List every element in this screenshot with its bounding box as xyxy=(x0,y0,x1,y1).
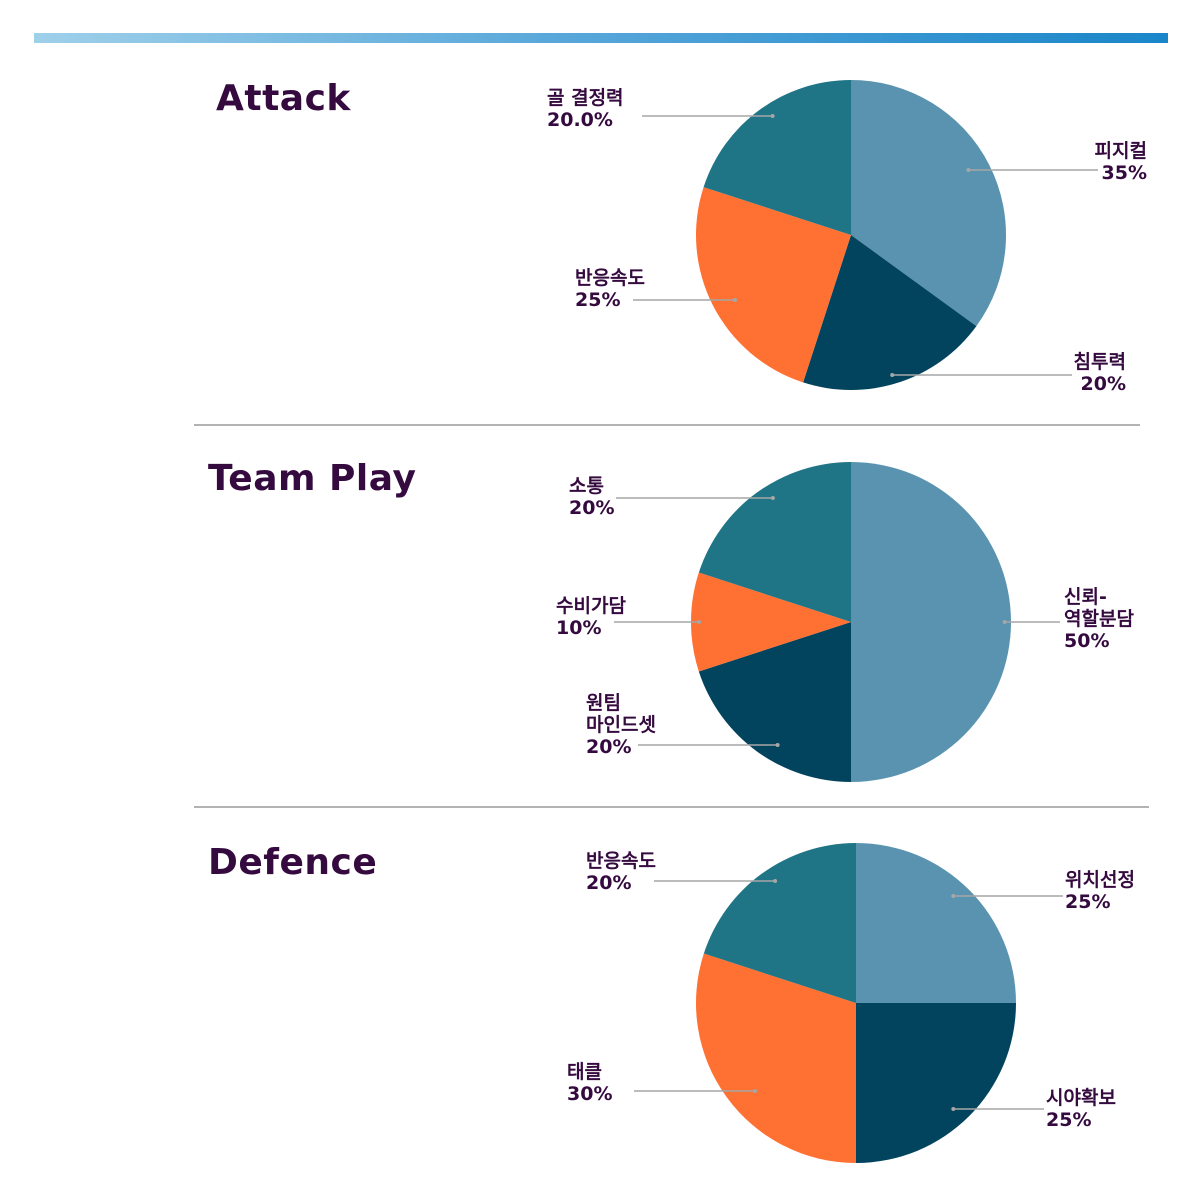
pie-chart-1: 신뢰-역할분담 50% 원팀 마인드셋 20% 수비가담 10% 소통 20% xyxy=(556,462,1134,782)
section-title-attack: Attack xyxy=(216,78,351,119)
leader-dot xyxy=(775,743,780,747)
slice-label: 골 결정력 20.0% xyxy=(547,87,624,131)
slice-label: 피지컬 35% xyxy=(1095,140,1147,184)
slice-label: 신뢰-역할분담 50% xyxy=(1064,586,1134,652)
leader-dot xyxy=(951,894,956,898)
section-title-defence: Defence xyxy=(208,842,378,883)
leader-dot xyxy=(890,373,895,377)
pie-chart-0: 피지컬 35% 침투력 20% 반응속도 25% 골 결정력 20.0% xyxy=(547,80,1147,395)
pie-slice xyxy=(696,187,851,383)
leader-dot xyxy=(966,168,971,172)
slice-label: 태클 30% xyxy=(567,1061,612,1105)
divider-attack-teamplay xyxy=(194,424,1140,426)
pie-slice xyxy=(690,572,851,672)
pie-slice xyxy=(695,953,856,1163)
slice-label: 시야확보 25% xyxy=(1046,1086,1116,1131)
leader-dot xyxy=(1002,620,1007,624)
pie-slice xyxy=(803,235,977,390)
slice-label: 침투력 20% xyxy=(1074,351,1126,395)
pie-chart-2: 위치선정 25% 시야확보 25% 태클 30% 반응속도 20% xyxy=(567,843,1135,1163)
slice-label: 반응속도 25% xyxy=(575,267,645,311)
pie-slice xyxy=(698,462,851,622)
leader-dot xyxy=(733,298,737,302)
slice-label: 소통 20% xyxy=(569,475,614,519)
section-title-teamplay: Team Play xyxy=(208,458,417,499)
pie-slice xyxy=(698,622,851,782)
leader-dot xyxy=(770,114,775,118)
slice-label: 원팀 마인드셋 20% xyxy=(586,692,656,758)
top-accent-bar xyxy=(34,33,1168,43)
pie-slice xyxy=(851,80,1007,327)
slice-label: 반응속도 20% xyxy=(586,850,656,894)
leader-dot xyxy=(753,1089,757,1093)
leader-dot xyxy=(951,1107,956,1111)
pie-slice xyxy=(856,1003,1016,1163)
leader-dot xyxy=(770,496,775,500)
pie-slice xyxy=(703,843,856,1003)
pie-slice xyxy=(851,462,1011,782)
pie-slice xyxy=(856,843,1016,1003)
divider-teamplay-defence xyxy=(194,806,1149,808)
leader-dot xyxy=(697,620,701,624)
slice-label: 수비가담 10% xyxy=(556,595,626,639)
leader-dot xyxy=(773,879,778,883)
slice-label: 위치선정 25% xyxy=(1065,869,1135,913)
pie-slice xyxy=(703,80,851,235)
